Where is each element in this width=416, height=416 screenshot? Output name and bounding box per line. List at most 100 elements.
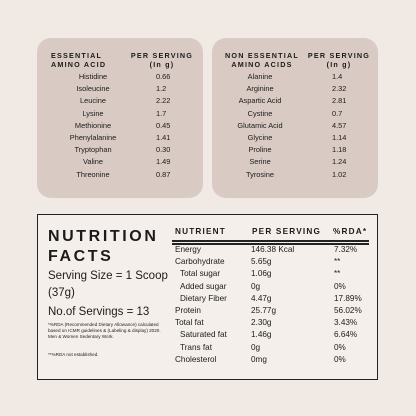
amino-value: 1.41 (156, 132, 171, 142)
nutrient-rda: 17.89% (334, 293, 362, 303)
amino-value: 1.49 (156, 157, 171, 167)
nutrient-row: Carbohydrate 5.65g ** (172, 256, 369, 268)
nutrient-rda: ** (334, 269, 341, 279)
amino-name: Histidine (78, 72, 108, 81)
nutrient-rda: 0% (334, 281, 346, 291)
amino-value: 0.66 (156, 72, 171, 81)
header-divider (172, 243, 369, 245)
essential-header-name: ESSENTIAL AMINO ACID (51, 51, 107, 69)
rda-not-established-note: **%RDA not established. (48, 352, 99, 357)
nutrient-serving: 0mg (251, 354, 267, 364)
amino-name: Glycine (247, 132, 273, 142)
amino-value: 1.7 (156, 108, 167, 118)
amino-name: Alanine (247, 72, 273, 81)
header-divider (172, 240, 369, 242)
amino-name: Proline (248, 145, 272, 155)
amino-row: Tryptophan 0.30 (37, 144, 203, 156)
amino-value: 0.45 (156, 120, 171, 130)
nutrient-row: Cholesterol 0mg 0% (172, 354, 369, 366)
amino-value: 1.2 (156, 84, 167, 94)
amino-value: 0.7 (332, 108, 343, 118)
amino-value: 1.24 (332, 157, 347, 167)
amino-value: 1.14 (332, 132, 347, 142)
nutrient-row: Saturated fat 1.46g 6.64% (172, 329, 369, 341)
amino-name: Tryptophan (74, 145, 112, 155)
rda-footnote: *%RDA (Recommended Dietary Allowance) ca… (48, 322, 161, 339)
amino-name: Aspartic Acid (238, 96, 282, 106)
nutrient-name: Trans fat (180, 342, 213, 352)
nutrient-name: Protein (175, 305, 201, 315)
amino-row: Proline 1.18 (212, 144, 378, 156)
amino-name: Serine (249, 157, 271, 167)
amino-name: Phenylalanine (69, 132, 117, 142)
amino-value: 4.57 (332, 120, 347, 130)
essential-amino-acid-card: ESSENTIAL AMINO ACID PER SERVING (In g) … (37, 38, 203, 198)
amino-value: 1.02 (332, 169, 347, 179)
amino-value: 1.18 (332, 145, 347, 155)
nutrient-rda: 0% (334, 354, 346, 364)
number-of-servings: No.of Servings = 13 (48, 306, 150, 318)
nutrient-serving: 25.77g (251, 305, 277, 315)
amino-name: Threonine (76, 169, 110, 179)
nutrient-name: Carbohydrate (175, 257, 225, 267)
amino-row: Serine 1.24 (212, 156, 378, 168)
amino-name: Cystine (247, 108, 273, 118)
non-essential-header-name: NON ESSENTIAL AMINO ACIDS (225, 51, 299, 69)
amino-row: Isoleucine 1.2 (37, 83, 203, 95)
nutrient-row: Trans fat 0g 0% (172, 342, 369, 354)
nutrient-name: Total fat (175, 318, 204, 328)
nutrient-row: Total sugar 1.06g ** (172, 268, 369, 280)
non-essential-rows: Alanine 1.4 Arginine 2.32 Aspartic Acid 2.8… (212, 71, 378, 181)
amino-row: Aspartic Acid 2.81 (212, 95, 378, 107)
amino-name: Valine (83, 157, 103, 167)
nutrient-rda: 0% (334, 342, 346, 352)
amino-value: 2.32 (332, 84, 347, 94)
amino-name: Tyrosine (246, 169, 274, 179)
amino-name: Leucine (80, 96, 106, 106)
nutrient-serving: 146.38 Kcal (251, 245, 295, 254)
col-nutrient-header: NUTRIENT (175, 227, 226, 236)
nutrient-rda: 6.64% (334, 330, 358, 340)
nutrient-row: Protein 25.77g 56.02% (172, 305, 369, 317)
nutrient-serving: 2.30g (251, 318, 272, 328)
amino-value: 0.30 (156, 145, 171, 155)
amino-row: Lysine 1.7 (37, 108, 203, 120)
non-essential-header-serving: PER SERVING (In g) (307, 51, 371, 69)
amino-row: Glycine 1.14 (212, 132, 378, 144)
amino-row: Tyrosine 1.02 (212, 169, 378, 181)
nutrient-rda: 56.02% (334, 305, 362, 315)
amino-row: Alanine 1.4 (212, 71, 378, 83)
amino-name: Isoleucine (76, 84, 110, 94)
nutrition-facts-box (37, 214, 378, 380)
amino-name: Glutamic Acid (237, 120, 283, 130)
amino-row: Methionine 0.45 (37, 120, 203, 132)
nutrient-serving: 0g (251, 281, 261, 291)
nutrient-name: Added sugar (180, 281, 227, 291)
amino-row: Leucine 2.22 (37, 95, 203, 107)
amino-value: 1.4 (332, 72, 343, 81)
amino-value: 2.81 (332, 96, 347, 106)
nutrient-rows: Energy 146.38 Kcal 7.32% Carbohydrate 5.65g… (172, 244, 369, 366)
amino-name: Arginine (246, 84, 274, 94)
amino-row: Arginine 2.32 (212, 83, 378, 95)
amino-row: Cystine 0.7 (212, 108, 378, 120)
non-essential-amino-acid-card: NON ESSENTIAL AMINO ACIDS PER SERVING (I… (212, 38, 378, 198)
nutrient-serving: 5.65g (251, 257, 272, 267)
nutrient-name: Saturated fat (180, 330, 227, 340)
nutrient-row: Energy 146.38 Kcal 7.32% (172, 244, 369, 256)
nutrient-rda: ** (334, 257, 341, 267)
nutrient-name: Dietary Fiber (180, 293, 227, 303)
col-serving-header: PER SERVING (252, 227, 322, 236)
nutrient-serving: 1.06g (251, 269, 272, 279)
nutrient-rda: 7.32% (334, 245, 358, 254)
amino-value: 2.22 (156, 96, 171, 106)
col-rda-header: %RDA* (333, 227, 368, 236)
essential-rows: Histidine 0.66 Isoleucine 1.2 Leucine 2.22 … (37, 71, 203, 181)
amino-row: Valine 1.49 (37, 156, 203, 168)
nutrient-name: Total sugar (180, 269, 221, 279)
amino-name: Methionine (74, 120, 112, 130)
amino-row: Glutamic Acid 4.57 (212, 120, 378, 132)
nutrient-serving: 1.46g (251, 330, 272, 340)
nutrient-serving: 0g (251, 342, 261, 352)
amino-value: 0.87 (156, 169, 171, 179)
